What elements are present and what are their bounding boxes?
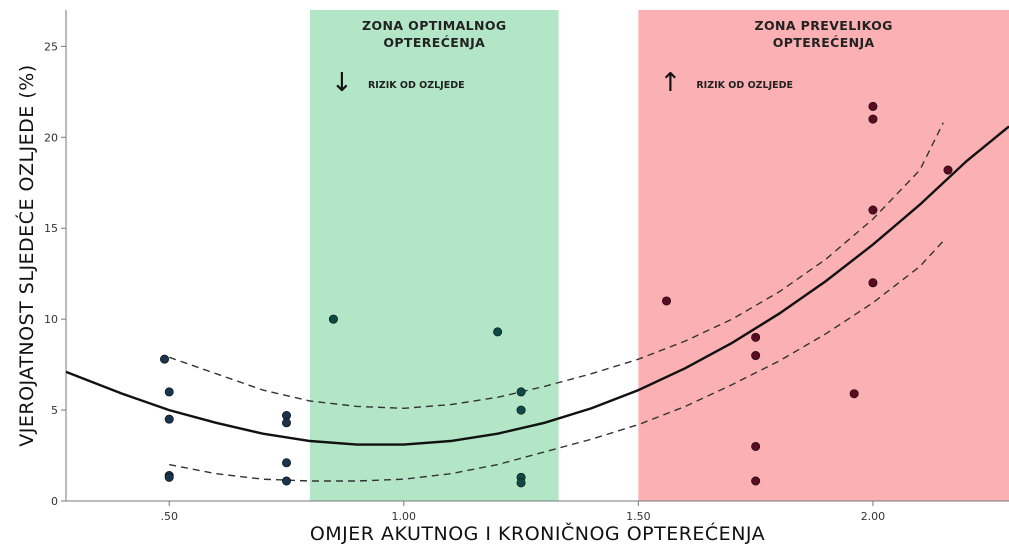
data-point bbox=[328, 314, 338, 324]
y-tick-label: 0 bbox=[51, 495, 58, 508]
confidence-upper-line bbox=[168, 122, 944, 410]
x-tick-label: 1.00 bbox=[392, 510, 417, 523]
data-point bbox=[516, 478, 526, 488]
data-point bbox=[868, 205, 878, 215]
lines-layer bbox=[66, 122, 1009, 482]
data-point bbox=[282, 476, 292, 486]
confidence-lower-line bbox=[169, 240, 944, 482]
data-point bbox=[164, 387, 174, 397]
x-tick-label: .50 bbox=[160, 510, 178, 523]
x-tick-label: 1.50 bbox=[626, 510, 651, 523]
axes-layer: 0 5 10 15 20 25 .50 1.00 1.50 2.00 bbox=[44, 10, 1009, 523]
data-point bbox=[662, 296, 672, 306]
zone-optimal-title-line: ZONA OPTIMALNOG bbox=[362, 18, 507, 33]
y-tick-label: 15 bbox=[44, 222, 58, 235]
data-point bbox=[849, 389, 859, 399]
fit-curve-line bbox=[66, 125, 1009, 446]
data-point bbox=[282, 458, 292, 468]
zone-overload-title-line: OPTEREĆENJA bbox=[773, 35, 875, 50]
data-point bbox=[164, 472, 174, 482]
data-point bbox=[516, 405, 526, 415]
zones-layer bbox=[309, 10, 1009, 501]
zone-overload-title-line: ZONA PREVELIKOG bbox=[755, 18, 893, 33]
data-point bbox=[164, 414, 174, 424]
data-point bbox=[751, 476, 761, 486]
data-point bbox=[868, 114, 878, 124]
y-tick-label: 20 bbox=[44, 131, 58, 144]
x-axis-title: OMJER AKUTNOG I KRONIČNOG OPTEREĆENJA bbox=[310, 521, 765, 545]
zone-overload bbox=[638, 10, 1009, 501]
zone-optimal bbox=[309, 10, 559, 501]
zone-overload-arrow-icon: ↑ bbox=[659, 68, 681, 98]
y-tick-label: 10 bbox=[44, 313, 58, 326]
zone-optimal-arrow-icon: ↓ bbox=[331, 68, 353, 98]
data-point bbox=[751, 441, 761, 451]
labels-layer: OMJER AKUTNOG I KRONIČNOG OPTEREĆENJA VJ… bbox=[14, 18, 893, 545]
data-point bbox=[493, 327, 503, 337]
y-axis-title: VJEROJATNOST SLJEDEĆE OZLJEDE (%) bbox=[14, 64, 38, 446]
points-layer bbox=[160, 101, 953, 488]
data-point bbox=[868, 278, 878, 288]
data-point bbox=[516, 387, 526, 397]
data-point bbox=[751, 351, 761, 361]
zone-optimal-note: RIZIK OD OZLJEDE bbox=[368, 80, 465, 91]
x-tick-label: 2.00 bbox=[861, 510, 886, 523]
zone-optimal-title-line: OPTEREĆENJA bbox=[383, 35, 485, 50]
data-point bbox=[868, 101, 878, 111]
y-tick-label: 25 bbox=[44, 40, 58, 53]
data-point bbox=[282, 418, 292, 428]
data-point bbox=[160, 354, 170, 364]
data-point bbox=[751, 332, 761, 342]
data-point bbox=[943, 165, 953, 175]
zone-overload-note: RIZIK OD OZLJEDE bbox=[696, 80, 793, 91]
y-tick-label: 5 bbox=[51, 404, 58, 417]
